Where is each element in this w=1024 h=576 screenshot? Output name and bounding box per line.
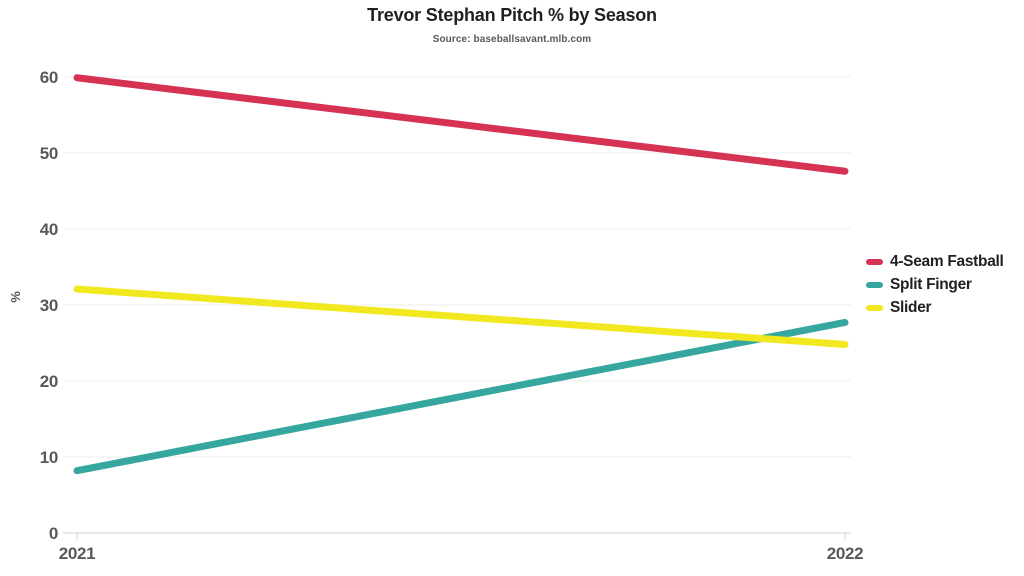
y-axis-label: % [8,291,23,303]
legend-label-slider: Slider [890,298,932,316]
legend-marker-4-seam-fastball [866,258,883,265]
y-tick-label-60: 60 [40,68,58,87]
legend-label-split-finger: Split Finger [890,275,972,293]
chart-title: Trevor Stephan Pitch % by Season [367,5,657,25]
legend-item-slider: Slider [866,298,1004,317]
x-tick-label-2022: 2022 [827,544,864,563]
y-tick-label-40: 40 [40,220,58,239]
legend-item-4-seam-fastball: 4-Seam Fastball [866,252,1004,271]
legend-marker-split-finger [866,281,883,288]
y-tick-label-20: 20 [40,372,58,391]
y-tick-label-50: 50 [40,144,58,163]
series-line-slider [73,285,849,349]
legend-label-4-seam-fastball: 4-Seam Fastball [890,252,1004,270]
y-tick-label-0: 0 [49,524,58,543]
chart-legend: 4-Seam Fastball Split Finger Slider [866,252,1004,317]
legend-item-split-finger: Split Finger [866,275,1004,294]
series-line-split-finger [73,318,849,475]
chart-source: Source: baseballsavant.mlb.com [432,34,592,45]
series-line-4-seam-fastball [73,74,849,175]
y-tick-label-10: 10 [40,448,58,467]
y-tick-label-30: 30 [40,296,58,315]
x-tick-label-2021: 2021 [59,544,96,563]
legend-marker-slider [866,304,883,311]
